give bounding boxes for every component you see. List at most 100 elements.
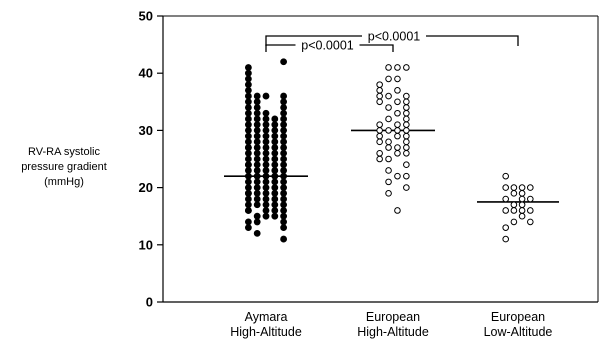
- open-data-point: [376, 138, 383, 146]
- filled-data-point: [271, 178, 279, 186]
- open-data-point: [394, 121, 401, 128]
- filled-data-point: [253, 218, 261, 226]
- filled-data-point: [262, 155, 270, 163]
- open-data-point: [394, 149, 401, 157]
- open-data-point: [394, 64, 401, 71]
- filled-data-point: [280, 189, 287, 197]
- filled-data-point: [262, 189, 270, 197]
- filled-data-point: [271, 195, 279, 203]
- open-data-point: [518, 207, 526, 214]
- filled-data-point: [262, 178, 270, 186]
- filled-data-point: [271, 201, 279, 209]
- filled-data-point: [271, 189, 279, 197]
- filled-data-point: [253, 229, 261, 237]
- open-data-point: [385, 167, 392, 174]
- filled-data-point: [280, 207, 287, 214]
- filled-data-point: [244, 98, 252, 106]
- filled-data-point: [280, 218, 287, 226]
- y-tick-label: 20: [139, 180, 153, 195]
- category-label-line-1: Aymara: [245, 310, 288, 324]
- filled-data-point: [253, 104, 261, 111]
- open-data-point: [376, 87, 383, 94]
- filled-data-point: [253, 167, 261, 174]
- filled-data-point: [262, 172, 270, 180]
- open-data-point: [376, 121, 383, 128]
- filled-data-point: [262, 167, 270, 174]
- open-data-point: [403, 121, 410, 128]
- filled-data-point: [244, 69, 252, 77]
- filled-data-point: [280, 201, 287, 209]
- filled-data-point: [262, 132, 270, 140]
- filled-data-point: [280, 92, 287, 100]
- filled-data-point: [244, 189, 252, 197]
- filled-data-point: [271, 207, 279, 214]
- filled-data-point: [271, 115, 279, 123]
- filled-data-point: [253, 155, 261, 163]
- filled-data-point: [244, 64, 252, 71]
- open-data-point: [403, 161, 410, 169]
- y-tick-label: 50: [139, 9, 153, 24]
- y-tick-label: 30: [139, 123, 153, 138]
- open-data-point: [403, 115, 410, 123]
- open-data-point: [502, 235, 510, 243]
- filled-data-point: [262, 92, 270, 100]
- significance-brackets: p<0.0001 p<0.0001: [265, 28, 519, 53]
- filled-data-point: [271, 144, 279, 151]
- filled-data-point: [244, 115, 252, 123]
- axes: 0 10 20 30 40 50: [139, 9, 599, 310]
- filled-data-point: [280, 172, 287, 180]
- filled-data-point: [280, 104, 287, 111]
- open-data-point: [403, 172, 410, 180]
- open-data-point: [385, 104, 392, 111]
- open-data-point: [394, 109, 401, 117]
- open-data-point: [527, 195, 534, 203]
- filled-data-point: [244, 155, 252, 163]
- filled-data-point: [253, 184, 261, 191]
- open-data-point: [403, 144, 410, 151]
- filled-data-point: [271, 149, 279, 157]
- y-axis-label-line-2: pressure gradient: [21, 161, 107, 173]
- open-data-point: [403, 98, 410, 106]
- open-data-point: [394, 144, 401, 151]
- filled-data-point: [244, 195, 252, 203]
- open-data-point: [394, 75, 401, 83]
- category-label-line-1: European: [366, 310, 420, 324]
- filled-data-point: [280, 144, 287, 151]
- open-data-point: [403, 104, 410, 111]
- filled-data-point: [280, 195, 287, 203]
- filled-data-point: [244, 126, 252, 134]
- filled-data-point: [244, 121, 252, 129]
- open-data-point: [394, 207, 401, 214]
- filled-data-point: [280, 98, 287, 106]
- filled-data-point: [262, 138, 270, 146]
- open-data-point: [376, 132, 383, 140]
- open-data-point: [385, 155, 392, 163]
- filled-data-point: [280, 126, 287, 134]
- category-label-line-2: Low-Altitude: [484, 325, 553, 339]
- filled-data-point: [253, 178, 261, 186]
- filled-data-point: [280, 115, 287, 123]
- filled-data-point: [262, 195, 270, 203]
- filled-data-point: [253, 92, 261, 100]
- open-data-point: [394, 98, 401, 106]
- filled-data-point: [280, 212, 287, 220]
- open-data-point: [518, 184, 526, 191]
- filled-data-point: [253, 212, 261, 220]
- filled-data-point: [271, 126, 279, 134]
- filled-data-point: [271, 132, 279, 140]
- open-data-point: [518, 190, 526, 197]
- filled-data-point: [262, 201, 270, 209]
- open-data-point: [403, 92, 410, 100]
- filled-data-point: [253, 121, 261, 129]
- y-axis-label-line-1: RV-RA systolic: [28, 146, 100, 158]
- open-data-point: [403, 132, 410, 140]
- open-data-point: [385, 127, 392, 134]
- category-label-line-2: High-Altitude: [357, 325, 429, 339]
- filled-data-point: [253, 115, 261, 123]
- open-data-point: [385, 75, 392, 83]
- open-data-point: [527, 207, 534, 214]
- open-data-point: [385, 138, 392, 146]
- p-value-backdrop: [362, 28, 426, 43]
- open-data-point: [403, 149, 410, 157]
- filled-data-point: [244, 81, 252, 89]
